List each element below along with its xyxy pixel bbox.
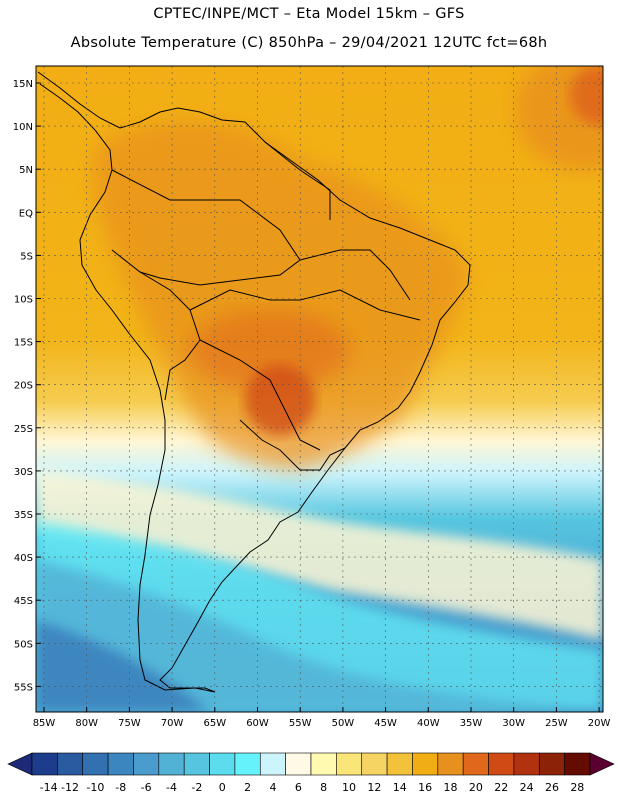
lat-label: 45S [14,596,33,607]
colorbar-swatch [259,752,286,776]
colorbar-label: -10 [86,781,104,794]
colorbar-swatch [82,752,109,776]
lat-label: 55S [14,682,33,693]
colorbar-swatch [386,752,413,776]
colorbar-label: 18 [444,781,458,794]
colorbar: -14 -12 -10 -8 -6 -4 -2 0 2 4 6 8 10 12 14 16 18 20 22 24 26… [7,752,615,794]
colorbar-label: 14 [393,781,407,794]
lon-label: 80W [75,718,98,729]
colorbar-swatch [31,752,58,776]
lat-label: 10N [13,122,33,133]
colorbar-label: 28 [570,781,584,794]
lon-label: 45W [374,718,397,729]
lat-label: 15S [14,338,33,349]
colorbar-label: 6 [295,781,302,794]
colorbar-label: 2 [244,781,251,794]
colorbar-swatch [285,752,312,776]
lon-label: 60W [246,718,269,729]
colorbar-label: -6 [141,781,152,794]
longitude-labels: 85W 80W 75W 70W 65W 60W 55W 50W 45W 40W 35W 30W 25W 2… [33,718,611,729]
lon-label: 65W [203,718,226,729]
colorbar-swatch [336,752,363,776]
colorbar-swatch [133,752,160,776]
lon-label: 75W [118,718,141,729]
colorbar-label: 22 [494,781,508,794]
lon-label: 35W [460,718,483,729]
latitude-labels: 15N 10N 5N EQ 5S 10S 15S 20S 25S 30S 35S 40S 45S 50S 5… [13,79,33,693]
colorbar-swatch [209,752,236,776]
colorbar-swatch [412,752,439,776]
lat-label: 35S [14,510,33,521]
lon-label: 20W [588,718,611,729]
chart-title-line2: Absolute Temperature (C) 850hPa – 29/04/… [70,35,548,51]
colorbar-label: 4 [269,781,276,794]
lat-label: 10S [14,295,33,306]
colorbar-swatch [488,752,515,776]
colorbar-swatch [310,752,337,776]
lat-label: 40S [14,553,33,564]
colorbar-label: 12 [367,781,381,794]
colorbar-swatch [183,752,210,776]
lat-label: 5N [19,165,33,176]
colorbar-swatch [234,752,261,776]
lon-label: 30W [502,718,525,729]
lat-label: 30S [14,467,33,478]
lat-label: 15N [13,79,33,90]
colorbar-label: 16 [418,781,432,794]
colorbar-swatch [107,752,134,776]
colorbar-label: -4 [166,781,177,794]
lat-label: 25S [14,424,33,435]
colorbar-label: 0 [219,781,226,794]
colorbar-label: 8 [320,781,327,794]
colorbar-label: -8 [115,781,126,794]
colorbar-label: 10 [342,781,356,794]
lon-label: 25W [545,718,568,729]
colorbar-label: -14 [40,781,58,794]
lon-label: 85W [33,718,56,729]
colorbar-high-arrow [589,752,615,776]
colorbar-label: 20 [469,781,483,794]
colorbar-swatch [564,752,591,776]
lon-label: 55W [289,718,312,729]
colorbar-swatch [57,752,84,776]
lat-label: EQ [19,208,33,219]
lon-label: 70W [161,718,184,729]
lon-label: 40W [417,718,440,729]
colorbar-label: 24 [520,781,534,794]
lat-label: 50S [14,639,33,650]
lat-label: 5S [20,251,33,262]
colorbar-label: -2 [191,781,202,794]
chart-title-line1: CPTEC/INPE/MCT – Eta Model 15km – GFS [153,6,465,22]
colorbar-swatch [513,752,540,776]
lat-lon-grid [36,66,603,712]
colorbar-label: -12 [61,781,79,794]
colorbar-low-arrow [7,752,33,776]
colorbar-swatch [437,752,464,776]
temperature-field [36,66,603,712]
map-frame [35,65,604,713]
colorbar-swatch [462,752,489,776]
lon-label: 50W [332,718,355,729]
colorbar-swatch [158,752,185,776]
colorbar-label: 26 [545,781,559,794]
lat-label: 20S [14,381,33,392]
colorbar-swatch [361,752,388,776]
colorbar-swatch [538,752,565,776]
